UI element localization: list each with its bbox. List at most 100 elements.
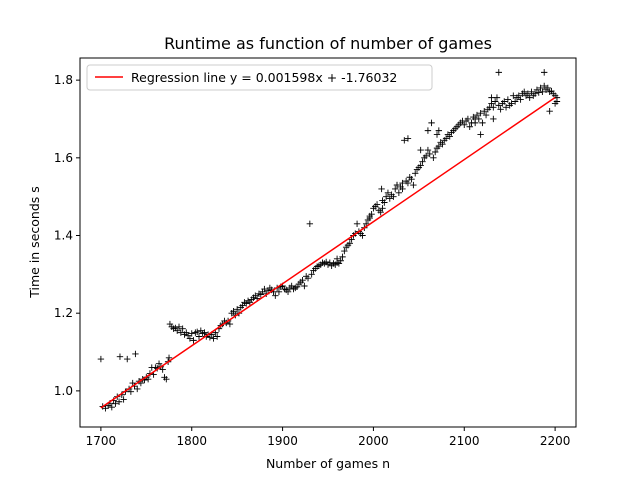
x-tick-label: 1800 (176, 434, 207, 448)
data-point (528, 88, 535, 95)
data-point (426, 150, 433, 158)
data-point (477, 131, 484, 138)
data-point (466, 123, 473, 130)
data-point (339, 253, 346, 261)
data-point (381, 199, 388, 206)
data-point (461, 121, 468, 129)
data-point (395, 189, 403, 196)
data-point (346, 240, 354, 247)
data-point (120, 396, 127, 403)
data-point (163, 376, 170, 383)
data-point (261, 285, 268, 293)
data-point (392, 185, 399, 193)
data-point (124, 355, 131, 363)
data-point (195, 333, 203, 340)
regression-line-layer (100, 96, 556, 409)
data-point (537, 84, 544, 92)
data-point (481, 108, 488, 115)
data-point (464, 115, 472, 123)
legend: Regression line y = 0.001598x + -1.76032 (86, 64, 433, 91)
data-point (177, 329, 185, 336)
data-point (304, 275, 312, 282)
data-point (524, 90, 532, 97)
data-point (213, 333, 221, 340)
data-point (382, 193, 390, 200)
y-tick-label: 1.6 (54, 151, 73, 165)
data-point (390, 193, 397, 200)
data-point (404, 179, 412, 187)
data-point (299, 276, 306, 284)
data-point (544, 84, 552, 92)
data-point (495, 69, 502, 76)
data-point (108, 403, 115, 411)
data-point (210, 335, 217, 342)
data-point (193, 328, 201, 336)
x-tick-label: 1700 (86, 434, 117, 448)
data-point (424, 146, 432, 154)
data-point (431, 148, 439, 156)
data-point (306, 220, 314, 228)
data-point (175, 323, 183, 330)
x-axis-label: Number of games n (266, 456, 390, 471)
data-point (428, 119, 435, 127)
data-point (226, 320, 234, 328)
data-point (501, 98, 508, 105)
data-point (165, 354, 173, 362)
data-point (526, 94, 533, 101)
data-point (386, 195, 393, 202)
data-point (284, 288, 292, 296)
x-tick-label: 2000 (358, 434, 389, 448)
data-point (116, 353, 124, 360)
data-point (446, 133, 453, 140)
data-point (399, 179, 406, 187)
data-point (473, 111, 481, 119)
data-point (417, 162, 424, 169)
data-point (127, 388, 135, 395)
plot-area (79, 57, 577, 428)
data-point (308, 271, 315, 278)
data-point (410, 181, 417, 189)
data-point (504, 96, 512, 103)
y-tick-label: 1.4 (54, 229, 73, 243)
data-point (186, 335, 194, 342)
data-point (174, 327, 181, 334)
legend-label: Regression line y = 0.001598x + -1.76032 (131, 70, 397, 85)
data-point (112, 400, 119, 407)
data-point (490, 115, 497, 123)
data-point (379, 205, 386, 212)
data-point (301, 282, 308, 290)
data-point (539, 88, 546, 95)
data-point (515, 92, 522, 99)
data-point (433, 131, 441, 138)
data-point (422, 152, 430, 160)
data-point (412, 170, 419, 177)
y-tick-label: 1.0 (54, 384, 73, 398)
data-point (419, 158, 426, 165)
data-point (477, 109, 484, 117)
data-point (471, 119, 479, 127)
data-point (337, 257, 344, 264)
data-point (368, 210, 375, 218)
data-point (541, 69, 548, 76)
data-point (442, 135, 450, 142)
data-point (435, 142, 443, 150)
data-point (541, 82, 548, 90)
y-axis-ticks: 1.0 1.2 1.4 1.6 1.8 (54, 73, 80, 398)
data-point (493, 94, 501, 101)
data-point (201, 329, 208, 336)
y-tick-label: 1.8 (54, 73, 73, 87)
x-tick-label: 2200 (540, 434, 571, 448)
data-point (479, 119, 486, 127)
data-point (531, 90, 539, 97)
y-axis-label: Time in seconds s (27, 186, 42, 299)
data-point (404, 135, 412, 142)
data-point (378, 185, 385, 193)
data-point (488, 94, 495, 101)
data-point (502, 104, 510, 111)
data-point (190, 337, 197, 344)
data-point (553, 98, 561, 105)
data-point (230, 308, 237, 315)
data-point (511, 98, 519, 105)
data-point (435, 127, 443, 134)
data-point (353, 220, 361, 228)
